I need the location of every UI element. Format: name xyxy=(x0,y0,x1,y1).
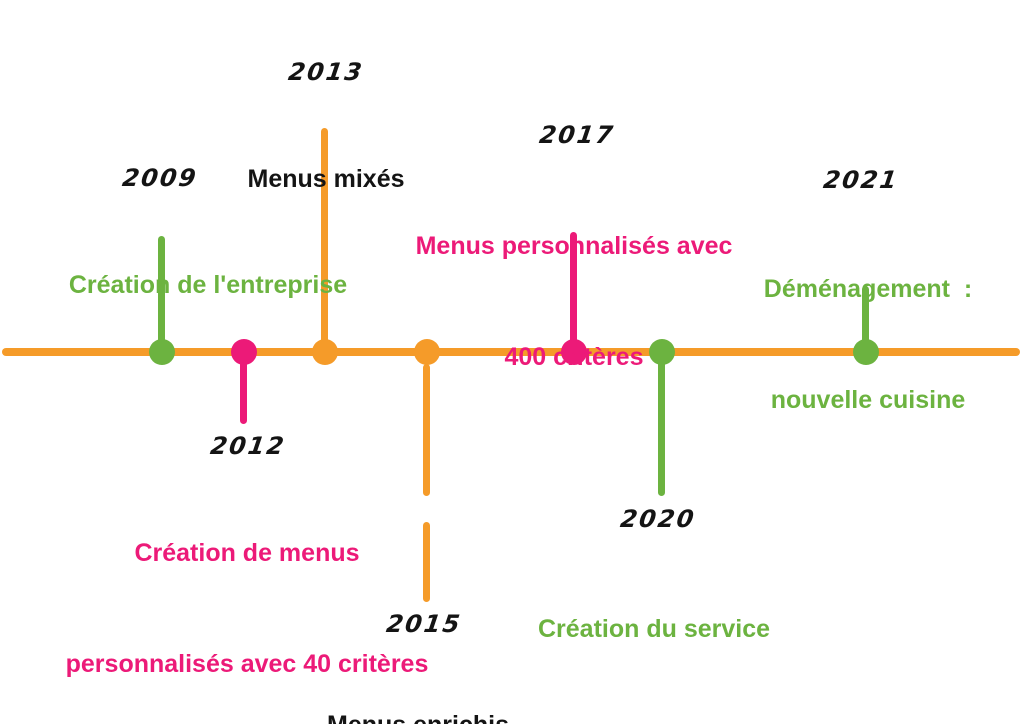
event-caption-line: nouvelle cuisine xyxy=(770,386,966,414)
event-caption-2021: Déménagement : nouvelle cuisine xyxy=(764,197,972,493)
timeline-dot-2009 xyxy=(149,339,175,365)
event-caption-line: Déménagement : xyxy=(763,275,973,303)
timeline-dot-2020 xyxy=(649,339,675,365)
event-caption-2017: Menus personnalisés avec 400 critères xyxy=(416,154,733,450)
year-label-2020: 2020 xyxy=(618,505,698,533)
event-caption-line: Menus mixés xyxy=(247,165,405,193)
timeline-dot-2021 xyxy=(853,339,879,365)
timeline-stem-2012 xyxy=(240,352,247,424)
timeline-stem-2017 xyxy=(570,232,577,352)
timeline-axis xyxy=(2,348,1020,356)
year-label-2021: 2021 xyxy=(821,166,901,194)
event-caption-line: 400 critères xyxy=(504,343,644,371)
event-caption-line: Menus personnalisés avec xyxy=(415,232,733,260)
event-caption-line: Création de l'entreprise xyxy=(68,271,348,299)
year-label-2009: 2009 xyxy=(120,164,200,192)
year-label-2017: 2017 xyxy=(537,121,617,149)
year-label-2013: 2013 xyxy=(286,58,366,86)
event-caption-2015: Menus enrichis xyxy=(327,633,509,724)
timeline-stem-2020 xyxy=(658,352,665,496)
timeline-stem-2015-upper xyxy=(423,364,430,496)
event-caption-2020: Création du service aide informatique xyxy=(538,537,770,724)
timeline-stem-2015-lower xyxy=(423,522,430,602)
timeline-stem-2009 xyxy=(158,236,165,352)
year-label-2012: 2012 xyxy=(208,432,288,460)
timeline-stem-2021 xyxy=(862,286,869,352)
timeline-stem-2013 xyxy=(321,128,328,352)
event-caption-line: Création de menus xyxy=(134,539,360,567)
event-caption-line: Menus enrichis xyxy=(327,707,509,724)
event-caption-line: Création du service xyxy=(537,615,771,643)
event-caption-line: personnalisés avec 40 critères xyxy=(65,650,429,678)
timeline-dot-2017 xyxy=(561,339,587,365)
event-caption-2009: Création de l'entreprise xyxy=(69,193,347,378)
event-caption-2012: Création de menus personnalisés avec 40 … xyxy=(66,461,429,724)
timeline-dot-2013 xyxy=(312,339,338,365)
event-caption-2013: Menus mixés xyxy=(247,87,404,272)
timeline-dot-2012 xyxy=(231,339,257,365)
timeline-dot-2015 xyxy=(414,339,440,365)
